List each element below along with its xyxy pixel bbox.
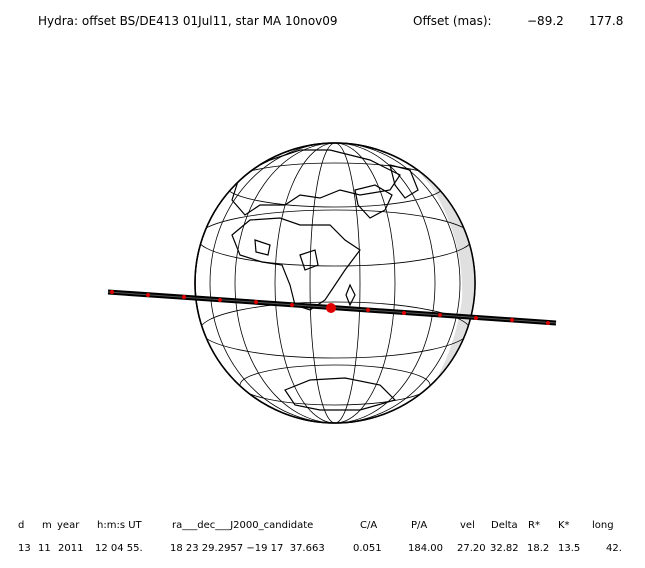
table-header-cell: P/A [411,520,427,531]
offset-x: −89.2 [527,14,564,28]
offset-y: 177.8 [589,14,623,28]
table-header-cell: m [42,520,52,531]
table-cell: 42. [606,543,622,554]
table-cell: 27.20 [457,543,486,554]
table-header-cell: Delta [491,520,518,531]
offset-label: Offset (mas): [413,14,492,28]
shadow-path [107,289,557,326]
coastlines [231,149,419,411]
table-cell: 12 04 55. [95,543,143,554]
table-header-cell: d [18,520,24,531]
table-header-cell: R* [528,520,540,531]
table-cell: 13 [18,543,31,554]
time-ticks [110,290,550,325]
table-cell: 13.5 [558,543,580,554]
title: Hydra: offset BS/DE413 01Jul11, star MA … [38,14,338,28]
table-cell: 0.051 [353,543,382,554]
table-cell: 2011 [58,543,83,554]
table-cell: 18.2 [527,543,549,554]
table-header-cell: long [592,520,614,531]
table-header-cell: h:m:s UT [97,520,143,531]
table-cell: 184.00 [408,543,443,554]
closest-approach [326,303,336,313]
table-header-cell: year [57,520,80,531]
table-header-cell: K* [558,520,570,531]
table-cell: 32.82 [490,543,519,554]
table-header-cell: ra___dec___J2000_candidate [172,520,313,531]
table-cell: 11 [38,543,51,554]
table-header-cell: C/A [360,520,377,531]
event-table: d m year h:m:s UT ra___dec___J2000_candidate… [18,520,622,554]
table-cell: 18 23 29.2957 −19 17 37.663 [170,543,325,554]
table-header-cell: vel [460,520,475,531]
